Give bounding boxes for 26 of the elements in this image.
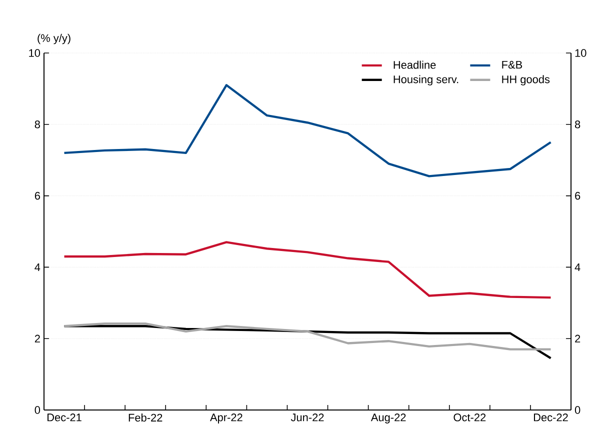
x-tick-label: Dec-21 [48, 414, 82, 422]
y-tick-label: 6 [34, 192, 40, 200]
line-series [63, 241, 552, 299]
y2-tick-label: 8 [574, 120, 580, 128]
y-tick-label: 4 [34, 263, 40, 271]
y-tick-label: 2 [34, 334, 40, 342]
legend-label: F&B [502, 60, 522, 69]
x-tick-label: Dec-22 [534, 414, 568, 422]
line-series [63, 322, 552, 350]
x-tick-label: Jun-22 [290, 414, 324, 422]
x-tick-label: Apr-22 [210, 414, 242, 424]
y2-tick-label: 0 [574, 406, 580, 414]
legend-label: Housing serv. [394, 75, 458, 86]
legend-label: Headline [394, 60, 436, 69]
y-tick-label: 8 [34, 120, 40, 128]
y-axis-title: (% y/y) [38, 34, 70, 44]
x-tick-label: Aug-22 [370, 414, 406, 424]
y2-tick-label: 6 [575, 192, 580, 200]
legend-label: HH goods [502, 75, 550, 86]
y2-tick-label: 2 [575, 334, 580, 342]
y2-tick-label: 4 [574, 263, 580, 271]
y-tick-label: 10 [29, 49, 40, 57]
y2-tick-label: 10 [575, 49, 586, 57]
x-tick-label: Oct-22 [454, 414, 486, 422]
y-tick-label: 0 [34, 406, 40, 414]
x-tick-label: Feb-22 [128, 414, 162, 422]
